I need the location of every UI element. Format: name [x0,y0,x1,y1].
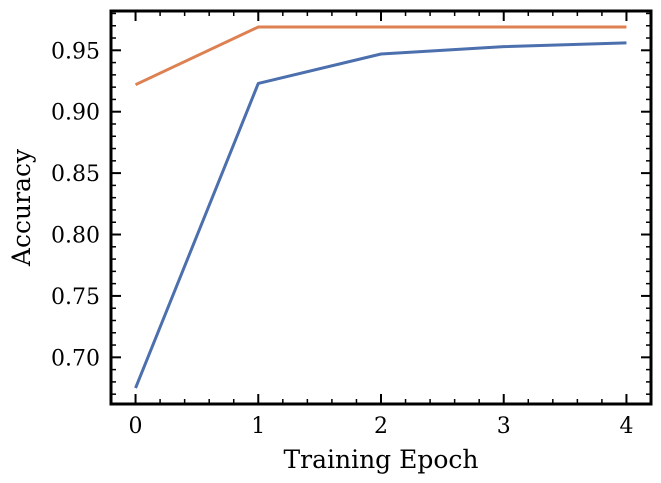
y-tick-label: 0.75 [51,285,100,310]
y-tick-label: 0.90 [51,101,100,126]
tick-labels: 0 1 2 3 4 0.70 0.75 0.80 0.85 0.90 0.95 [51,39,633,439]
y-tick-label: 0.85 [51,162,100,187]
x-tick-label: 3 [497,414,511,439]
y-tick-label: 0.80 [51,224,100,249]
series-layer [134,25,627,389]
plot-frame [109,9,653,406]
x-axis-label: Training Epoch [283,445,478,474]
y-tick-label: 0.70 [51,346,100,371]
minor-ticks [110,11,652,404]
y-axis-label: Accuracy [7,148,36,267]
x-tick-label: 4 [619,414,633,439]
x-tick-label: 1 [251,414,265,439]
series-line-2 [134,25,627,87]
x-tick-label: 2 [374,414,388,439]
major-ticks [111,11,651,404]
y-tick-label: 0.95 [51,39,100,64]
series-line-1 [134,41,627,389]
x-tick-label: 0 [129,414,143,439]
